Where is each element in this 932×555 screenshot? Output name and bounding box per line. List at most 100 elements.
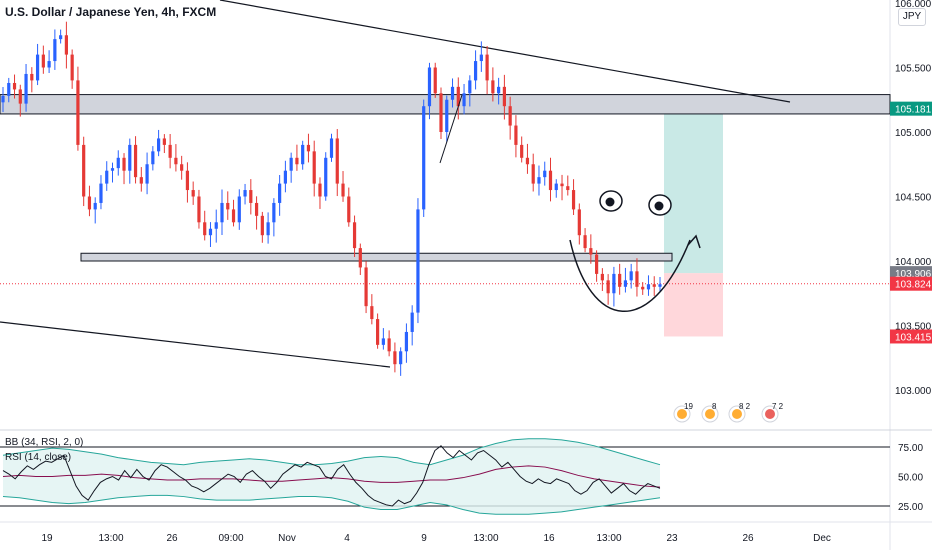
candle-body[interactable] bbox=[168, 144, 172, 158]
candle-body[interactable] bbox=[47, 61, 51, 68]
candle-body[interactable] bbox=[335, 138, 339, 184]
candle-body[interactable] bbox=[306, 144, 311, 152]
candle-body[interactable] bbox=[139, 177, 143, 184]
candle-body[interactable] bbox=[560, 183, 564, 187]
candle-body[interactable] bbox=[520, 144, 524, 158]
candle-body[interactable] bbox=[352, 222, 357, 249]
candle-body[interactable] bbox=[571, 190, 576, 210]
candle-body[interactable] bbox=[595, 254, 599, 274]
candle-body[interactable] bbox=[133, 144, 138, 178]
candle-body[interactable] bbox=[399, 351, 403, 365]
candle-body[interactable] bbox=[341, 183, 345, 197]
candle-body[interactable] bbox=[128, 144, 132, 171]
candle-body[interactable] bbox=[629, 271, 633, 281]
candle-body[interactable] bbox=[416, 209, 420, 313]
candle-body[interactable] bbox=[324, 157, 328, 197]
candle-body[interactable] bbox=[548, 170, 553, 191]
candle-body[interactable] bbox=[116, 157, 120, 169]
candle-body[interactable] bbox=[381, 338, 385, 345]
candle-body[interactable] bbox=[266, 222, 270, 236]
candle-body[interactable] bbox=[53, 39, 57, 62]
candle-body[interactable] bbox=[468, 80, 472, 94]
candle-body[interactable] bbox=[174, 157, 178, 165]
candle-body[interactable] bbox=[24, 73, 28, 104]
candle-body[interactable] bbox=[433, 67, 437, 94]
candle-body[interactable] bbox=[525, 157, 530, 165]
candle-body[interactable] bbox=[214, 222, 218, 229]
candle-body[interactable] bbox=[278, 183, 282, 203]
candle-body[interactable] bbox=[243, 190, 247, 197]
candle-body[interactable] bbox=[376, 319, 380, 345]
candle-body[interactable] bbox=[208, 228, 213, 236]
candle-body[interactable] bbox=[606, 280, 610, 294]
rsi-indicator-label[interactable]: RSI (14, close) bbox=[5, 452, 72, 463]
candle-body[interactable] bbox=[410, 312, 414, 332]
candle-body[interactable] bbox=[18, 89, 22, 104]
candle-body[interactable] bbox=[249, 190, 253, 203]
candle-body[interactable] bbox=[1, 95, 5, 103]
candle-body[interactable] bbox=[289, 157, 293, 171]
candle-body[interactable] bbox=[220, 202, 224, 223]
bb-basis-line[interactable] bbox=[2, 465, 661, 488]
candle-body[interactable] bbox=[658, 284, 662, 287]
candle-body[interactable] bbox=[497, 86, 501, 94]
candle-body[interactable] bbox=[312, 151, 316, 184]
candle-body[interactable] bbox=[364, 267, 368, 307]
candle-body[interactable] bbox=[485, 54, 489, 81]
candle-body[interactable] bbox=[635, 271, 639, 287]
candle-body[interactable] bbox=[652, 284, 656, 287]
candle-body[interactable] bbox=[191, 190, 195, 197]
candle-body[interactable] bbox=[623, 280, 628, 287]
candle-body[interactable] bbox=[145, 164, 149, 184]
candle-body[interactable] bbox=[641, 286, 645, 290]
candle-body[interactable] bbox=[93, 202, 97, 210]
candle-body[interactable] bbox=[295, 157, 299, 165]
candle-body[interactable] bbox=[283, 170, 287, 184]
candle-body[interactable] bbox=[589, 248, 593, 255]
candle-body[interactable] bbox=[99, 183, 103, 203]
candle-body[interactable] bbox=[554, 183, 558, 191]
candle-body[interactable] bbox=[347, 196, 351, 223]
candle-body[interactable] bbox=[87, 196, 92, 210]
candle-body[interactable] bbox=[537, 177, 541, 184]
target-zone[interactable] bbox=[664, 108, 723, 274]
symbol-title[interactable]: U.S. Dollar / Japanese Yen, 4h, FXCM bbox=[5, 5, 217, 19]
candle-body[interactable] bbox=[70, 54, 74, 81]
candle-body[interactable] bbox=[445, 99, 449, 132]
candle-body[interactable] bbox=[254, 202, 259, 216]
smile-curve[interactable] bbox=[569, 239, 691, 312]
bb-lower-band[interactable] bbox=[2, 494, 661, 515]
bb-indicator-label[interactable]: BB (34, RSI, 2, 0) bbox=[5, 437, 84, 448]
candle-body[interactable] bbox=[237, 196, 241, 223]
candle-body[interactable] bbox=[543, 170, 547, 178]
candle-body[interactable] bbox=[76, 80, 80, 145]
candle-body[interactable] bbox=[301, 144, 305, 165]
candle-body[interactable] bbox=[583, 235, 587, 249]
candle-body[interactable] bbox=[151, 151, 155, 165]
candle-body[interactable] bbox=[473, 61, 478, 81]
candle-body[interactable] bbox=[260, 215, 264, 236]
candle-body[interactable] bbox=[82, 144, 86, 197]
candle-body[interactable] bbox=[450, 86, 455, 100]
currency-button[interactable]: JPY bbox=[898, 8, 926, 26]
lower-trendline[interactable] bbox=[0, 321, 391, 368]
price-axis-label[interactable] bbox=[890, 266, 932, 281]
candle-body[interactable] bbox=[618, 273, 622, 287]
candle-body[interactable] bbox=[422, 106, 426, 210]
support-zone[interactable] bbox=[80, 252, 673, 262]
candle-body[interactable] bbox=[566, 186, 570, 191]
candle-body[interactable] bbox=[404, 331, 409, 352]
candle-body[interactable] bbox=[231, 209, 236, 223]
candle-body[interactable] bbox=[197, 196, 201, 223]
candle-body[interactable] bbox=[462, 93, 466, 107]
candle-body[interactable] bbox=[502, 86, 506, 107]
candle-body[interactable] bbox=[203, 222, 207, 236]
stop-zone[interactable] bbox=[664, 273, 723, 337]
candle-body[interactable] bbox=[456, 86, 460, 107]
candle-body[interactable] bbox=[600, 273, 604, 281]
candle-body[interactable] bbox=[508, 106, 512, 126]
candle-body[interactable] bbox=[393, 351, 397, 365]
bb-upper-band[interactable] bbox=[2, 438, 661, 466]
